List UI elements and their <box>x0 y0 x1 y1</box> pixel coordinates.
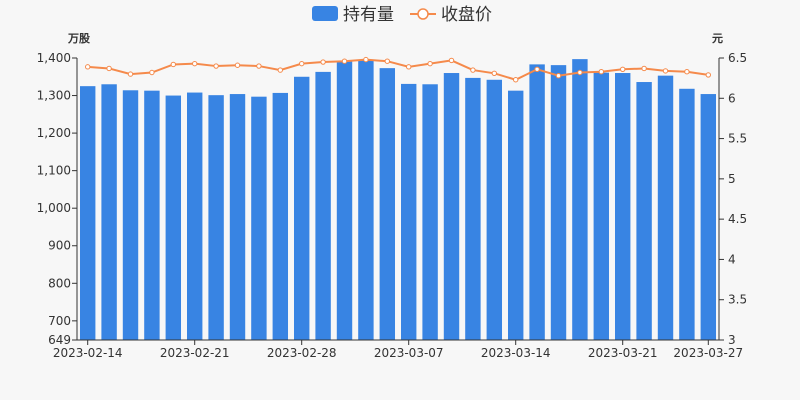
legend-bar-swatch[interactable] <box>312 6 338 21</box>
price-point-2023-03-23[interactable] <box>662 68 669 74</box>
right-tick-label: 5.5 <box>728 132 747 146</box>
price-point-2023-02-21[interactable] <box>192 60 198 67</box>
bar-2023-02-21[interactable] <box>187 92 203 340</box>
bar-2023-02-16[interactable] <box>122 90 139 340</box>
price-point-2023-03-15[interactable] <box>534 66 540 72</box>
bar-2023-03-16[interactable] <box>550 65 567 340</box>
right-tick-label: 4.5 <box>728 212 747 226</box>
x-tick-label: 2023-03-21 <box>588 346 658 360</box>
bar-2023-02-14[interactable] <box>80 86 96 340</box>
bar-2023-03-20[interactable] <box>593 72 610 340</box>
price-point-2023-02-22[interactable] <box>213 63 219 69</box>
price-point-2023-02-28[interactable] <box>299 60 305 67</box>
bar-2023-03-03[interactable] <box>358 60 374 340</box>
left-tick-label: 700 <box>48 314 71 328</box>
left-tick-label: 1,400 <box>37 51 71 65</box>
bar-2023-03-14[interactable] <box>508 90 524 340</box>
left-tick-label: 800 <box>48 276 71 290</box>
legend[interactable]: 持有量 收盘价 <box>312 5 492 25</box>
price-point-2023-03-16[interactable] <box>555 73 562 79</box>
bar-2023-02-20[interactable] <box>165 95 182 340</box>
price-point-2023-03-07[interactable] <box>406 64 412 70</box>
right-tick-label: 6.5 <box>728 51 747 65</box>
bar-2023-02-22[interactable] <box>208 95 224 340</box>
left-axis-unit: 万股 <box>67 32 91 45</box>
price-point-2023-03-27[interactable] <box>705 72 711 78</box>
bar-2023-03-13[interactable] <box>486 79 503 340</box>
bar-2023-03-06[interactable] <box>379 68 396 340</box>
legend-bar-label[interactable]: 持有量 <box>343 5 394 25</box>
left-tick-label: 1,200 <box>37 126 71 140</box>
bar-2023-03-10[interactable] <box>465 77 481 341</box>
bar-2023-02-24[interactable] <box>251 96 267 341</box>
right-axis-unit: 元 <box>712 32 723 45</box>
price-point-2023-03-24[interactable] <box>684 69 690 75</box>
bar-2023-03-27[interactable] <box>700 94 717 340</box>
x-tick-label: 2023-03-14 <box>481 346 551 360</box>
price-point-2023-02-17[interactable] <box>149 69 155 76</box>
bar-2023-03-08[interactable] <box>422 84 438 340</box>
price-point-2023-03-09[interactable] <box>448 57 455 64</box>
bar-2023-03-15[interactable] <box>529 64 545 340</box>
price-point-2023-03-08[interactable] <box>427 60 433 67</box>
right-tick-label: 3.5 <box>728 293 747 307</box>
bar-2023-03-22[interactable] <box>636 82 652 340</box>
price-point-2023-03-02[interactable] <box>341 58 348 64</box>
left-tick-label: 1,300 <box>37 89 71 103</box>
price-point-2023-02-15[interactable] <box>106 65 112 72</box>
bar-series <box>80 59 717 341</box>
price-point-2023-02-23[interactable] <box>234 62 241 68</box>
price-point-2023-02-14[interactable] <box>85 64 91 70</box>
axes: 649 700 800 900 1,000 1,100 1,200 1,300 1,400 3 3.… <box>37 51 747 360</box>
bar-2023-03-21[interactable] <box>615 73 631 341</box>
price-point-2023-03-01[interactable] <box>320 59 326 65</box>
bar-2023-02-23[interactable] <box>229 94 246 340</box>
bar-2023-02-15[interactable] <box>101 84 117 340</box>
price-point-2023-03-14[interactable] <box>513 77 519 83</box>
bar-2023-02-28[interactable] <box>294 76 310 341</box>
line-series <box>85 56 711 83</box>
bar-2023-03-02[interactable] <box>336 61 353 340</box>
bar-2023-03-09[interactable] <box>443 73 460 341</box>
legend-line-marker[interactable] <box>417 8 429 20</box>
right-tick-label: 6 <box>728 91 736 105</box>
price-point-2023-02-16[interactable] <box>127 71 134 77</box>
price-point-2023-03-10[interactable] <box>470 67 476 73</box>
left-tick-label: 649 <box>48 333 71 347</box>
bar-2023-02-17[interactable] <box>144 90 160 340</box>
left-tick-label: 900 <box>48 239 71 253</box>
x-tick-label: 2023-03-07 <box>374 346 444 360</box>
right-tick-label: 4 <box>728 252 736 266</box>
left-tick-label: 1,100 <box>37 164 71 178</box>
x-tick-label: 2023-02-28 <box>267 346 337 360</box>
price-point-2023-02-24[interactable] <box>256 63 262 69</box>
x-tick-label: 2023-02-14 <box>53 346 123 360</box>
right-tick-label: 3 <box>728 333 736 347</box>
price-point-2023-03-03[interactable] <box>363 56 369 63</box>
bar-2023-03-07[interactable] <box>401 83 417 340</box>
price-point-2023-02-20[interactable] <box>170 61 177 68</box>
price-point-2023-03-22[interactable] <box>641 65 647 72</box>
bar-2023-03-23[interactable] <box>657 75 674 341</box>
price-point-2023-03-21[interactable] <box>620 66 626 72</box>
x-tick-label: 2023-03-27 <box>673 346 743 360</box>
price-point-2023-02-27[interactable] <box>277 67 283 73</box>
bar-2023-03-24[interactable] <box>679 88 695 340</box>
close-price-line <box>87 58 709 81</box>
bar-2023-03-01[interactable] <box>315 71 331 340</box>
left-tick-label: 1,000 <box>37 201 71 215</box>
x-tick-label: 2023-02-21 <box>160 346 230 360</box>
price-point-2023-03-13[interactable] <box>491 70 497 77</box>
price-point-2023-03-06[interactable] <box>384 58 390 64</box>
right-tick-label: 5 <box>728 172 736 186</box>
bar-2023-02-27[interactable] <box>272 92 289 340</box>
price-point-2023-03-17[interactable] <box>577 69 583 76</box>
bar-2023-03-17[interactable] <box>572 59 588 340</box>
price-point-2023-03-20[interactable] <box>598 69 604 75</box>
legend-line-label[interactable]: 收盘价 <box>441 5 492 25</box>
